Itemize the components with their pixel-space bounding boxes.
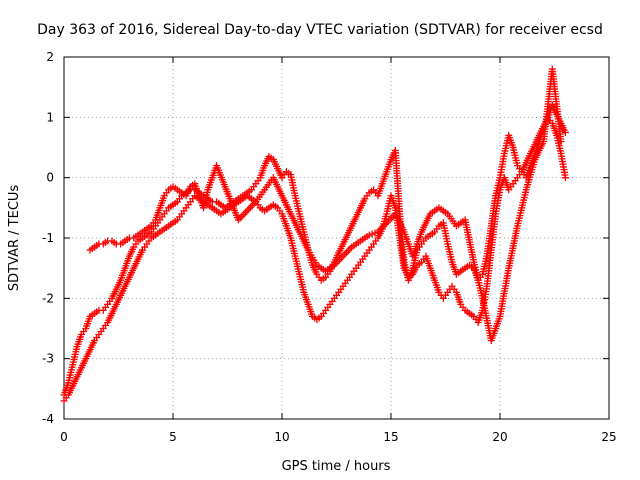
y-tick-label: 2 (46, 50, 54, 64)
data-layer (60, 65, 569, 405)
y-tick-label: -2 (42, 291, 54, 305)
chart-title: Day 363 of 2016, Sidereal Day-to-day VTE… (37, 22, 603, 38)
y-tick-label: -1 (42, 231, 54, 245)
x-tick-label: 20 (492, 430, 507, 444)
tick-layer: 0 5 10 15 20 25 -4 -3 -2 -1 0 1 2 (42, 50, 617, 444)
x-tick-label: 0 (60, 430, 68, 444)
x-tick-label: 10 (274, 430, 289, 444)
y-tick-label: -3 (42, 352, 54, 366)
y-tick-label: 1 (46, 110, 54, 124)
x-tick-label: 15 (383, 430, 398, 444)
x-axis-label: GPS time / hours (282, 459, 391, 474)
y-tick-label: 0 (46, 171, 54, 185)
data-point (557, 137, 565, 145)
x-tick-label: 5 (169, 430, 177, 444)
y-tick-label: -4 (42, 412, 54, 426)
y-axis-label: SDTVAR / TECUs (7, 185, 22, 292)
data-point (561, 174, 569, 182)
data-point (561, 128, 569, 136)
x-tick-label: 25 (601, 430, 616, 444)
